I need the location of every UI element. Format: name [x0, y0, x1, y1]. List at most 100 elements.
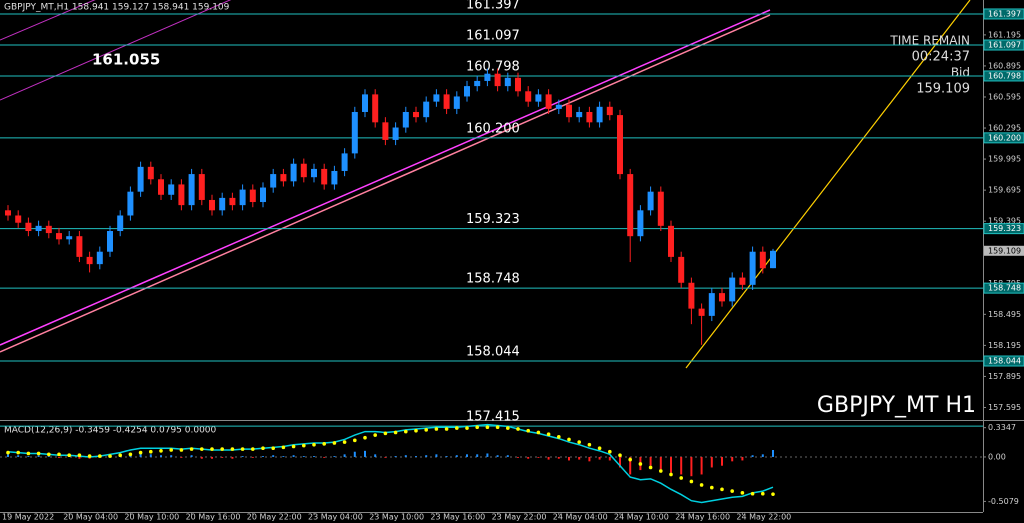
macd-y-tick-label: 0.00 [988, 452, 1006, 461]
level-label: 160.200 [466, 121, 520, 136]
candle-body [759, 251, 766, 269]
level-tag-label: 158.748 [988, 284, 1021, 293]
y-tick-label: 159.695 [988, 186, 1021, 195]
macd-signal-dot [567, 437, 571, 442]
candle-body [647, 191, 654, 211]
candle-body [617, 115, 623, 175]
x-tick-label: 23 May 16:00 [430, 513, 485, 522]
level-tag-label: 159.323 [988, 224, 1021, 233]
macd-signal-dot [750, 491, 755, 496]
y-tick-label: 158.495 [988, 310, 1021, 319]
macd-signal-dot [506, 426, 510, 430]
macd-signal-dot [67, 453, 71, 458]
macd-signal-dot [720, 487, 724, 492]
level-tag [983, 8, 1024, 20]
macd-signal-dot [261, 446, 265, 451]
candle-body [443, 94, 450, 109]
macd-y-tick-label: -0.5079 [988, 497, 1019, 506]
candle-body [331, 170, 338, 185]
macd-signal-dot [465, 426, 469, 430]
candle-body [311, 168, 317, 178]
y-tick-label: 159.395 [988, 217, 1021, 226]
y-tick-label: 159.995 [988, 155, 1021, 164]
level-tag [983, 223, 1024, 235]
macd-main-line [7, 423, 774, 504]
candle-body [76, 236, 83, 257]
candle-body [270, 174, 277, 188]
candle-body [637, 210, 644, 237]
candle-body [188, 174, 195, 206]
candle-body [566, 104, 572, 118]
macd-signal-dot [618, 453, 622, 458]
macd-signal-dot [679, 476, 683, 480]
level-label: 159.323 [466, 212, 520, 227]
macd-title: MACD(12,26,9) -0.3459 -0.4254 0.0795 0.0… [4, 426, 217, 436]
macd-signal-dot [689, 479, 694, 484]
macd-signal-dot [628, 457, 632, 462]
macd-signal-dot [393, 430, 398, 435]
macd-signal-dot [761, 491, 765, 496]
macd-signal-dot [220, 447, 224, 451]
macd-signal-dot [485, 425, 490, 430]
candle-body [525, 91, 532, 102]
macd-signal-dot [26, 451, 31, 456]
candle-body [107, 231, 113, 252]
macd-signal-dot [373, 433, 378, 437]
macd-signal-dot [169, 448, 173, 452]
x-tick-label: 19 May 2022 [2, 513, 54, 522]
candle-body [341, 153, 348, 171]
macd-signal-dot [291, 444, 296, 449]
candle-body [729, 277, 736, 302]
candle-body [5, 210, 11, 216]
candle-body [657, 191, 664, 226]
x-tick-label: 24 May 10:00 [614, 513, 669, 522]
trendline [0, 0, 232, 101]
candle-body [280, 174, 287, 182]
macd-signal-dot [444, 427, 449, 431]
macd-signal-dot [57, 452, 61, 457]
candle-body [770, 250, 776, 269]
macd-signal-dot [383, 431, 388, 436]
candle-body [698, 308, 705, 316]
candle-body [627, 174, 634, 237]
candle-body [719, 293, 725, 302]
x-tick-label: 23 May 22:00 [492, 513, 547, 522]
macd-signal-dot [47, 452, 51, 457]
level-tag [983, 355, 1024, 367]
macd-signal-dot [659, 469, 663, 473]
macd-y-tick-label: 0.3347 [988, 423, 1016, 432]
trendline [0, 14, 771, 353]
candle-body [137, 166, 144, 192]
level-tag [983, 39, 1024, 51]
macd-signal-dot [424, 428, 429, 432]
level-label: 158.044 [466, 345, 520, 360]
macd-signal-dot [6, 450, 10, 455]
candle-body [708, 293, 715, 316]
y-tick-label: 161.195 [988, 30, 1021, 39]
y-tick-label: 157.895 [988, 372, 1021, 381]
chart-title: GBPJPY_MT,H1 158.941 159.127 158.941 159… [4, 3, 230, 13]
candle-body [249, 189, 256, 203]
macd-signal-dot [740, 491, 745, 495]
price-tag-label: 159.109 [988, 246, 1021, 255]
candle-body [260, 187, 266, 203]
candle-body [362, 94, 368, 112]
macd-signal-dot [404, 429, 408, 434]
macd-signal-dot [87, 454, 92, 458]
macd-signal-dot [16, 450, 21, 455]
candle-body [219, 197, 226, 211]
macd-signal-dot [200, 447, 204, 451]
candle-body [321, 168, 328, 185]
bid-value: 159.109 [916, 82, 970, 97]
level-tag-label: 161.097 [988, 41, 1021, 50]
level-label: 158.748 [466, 272, 520, 287]
candle-body [596, 106, 603, 123]
candle-body [15, 215, 22, 223]
x-tick-label: 20 May 16:00 [186, 513, 241, 522]
macd-signal-dot [597, 446, 602, 451]
watermark: GBPJPY_MT H1 [817, 393, 976, 418]
candle-body [453, 96, 460, 109]
candle-body [158, 179, 164, 195]
macd-signal-dot [516, 427, 520, 431]
